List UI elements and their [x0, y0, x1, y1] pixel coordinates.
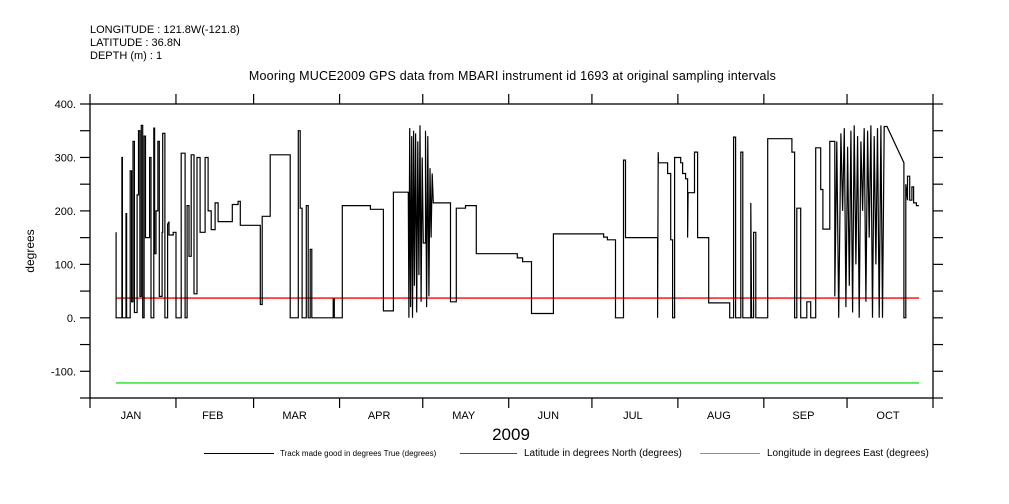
legend-label-longitude: Longitude in degrees East (degrees): [767, 448, 929, 459]
longitude-label: LONGITUDE : 121.8W(-121.8): [90, 24, 240, 36]
legend-label-track: Track made good in degrees True (degrees…: [280, 449, 437, 458]
depth-label: DEPTH (m) : 1: [90, 50, 163, 62]
y-tick-label: 100.: [55, 259, 76, 271]
y-tick-label: 200.: [55, 206, 76, 218]
x-tick-label: MAR: [282, 410, 307, 422]
plot-frame: [89, 103, 934, 399]
legend-swatch-latitude: [460, 453, 517, 454]
legend-swatch-longitude: [700, 453, 760, 454]
x-tick-label: AUG: [707, 410, 731, 422]
y-tick-label: 300.: [55, 152, 76, 164]
x-tick-label: OCT: [876, 410, 900, 422]
legend-label-latitude: Latitude in degrees North (degrees): [524, 448, 682, 459]
x-tick-label: JUN: [538, 410, 559, 422]
x-tick-label: FEB: [202, 410, 223, 422]
x-tick-label: JAN: [121, 410, 142, 422]
y-axis-label: degrees: [23, 229, 37, 272]
x-tick-label: SEP: [792, 410, 814, 422]
y-tick-label: -100.: [51, 366, 76, 378]
x-tick-label: JUL: [623, 410, 643, 422]
x-axis-label: 2009: [492, 425, 530, 444]
x-tick-label: MAY: [452, 410, 476, 422]
y-tick-label: 0.: [67, 313, 76, 325]
chart-title: Mooring MUCE2009 GPS data from MBARI ins…: [248, 69, 777, 83]
x-tick-label: APR: [368, 410, 391, 422]
y-tick-label: 400.: [55, 99, 76, 111]
latitude-label: LATITUDE : 36.8N: [90, 37, 181, 49]
series-track-made-good: [115, 124, 919, 319]
legend-swatch-track: [204, 453, 274, 454]
